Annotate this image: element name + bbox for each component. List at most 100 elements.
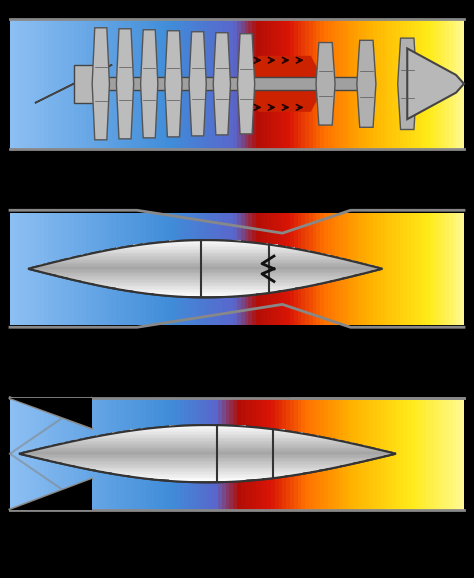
Bar <box>381 213 384 325</box>
Bar <box>453 213 456 325</box>
Bar <box>245 213 248 325</box>
Bar <box>34 269 377 270</box>
Bar <box>96 469 319 471</box>
Bar <box>267 398 271 510</box>
Bar <box>120 398 124 510</box>
Bar <box>210 19 214 149</box>
Bar <box>456 213 460 325</box>
Bar <box>184 213 188 325</box>
Bar <box>184 19 188 149</box>
Bar <box>155 293 256 295</box>
Bar <box>430 213 434 325</box>
Bar <box>131 19 135 149</box>
Bar <box>33 398 36 510</box>
Bar <box>130 475 285 477</box>
Bar <box>256 398 260 510</box>
Bar <box>116 247 295 249</box>
Bar <box>388 213 392 325</box>
Bar <box>63 259 348 260</box>
Bar <box>248 398 252 510</box>
Bar <box>320 398 324 510</box>
Bar <box>101 77 364 90</box>
Bar <box>37 457 378 458</box>
Bar <box>154 478 262 480</box>
Bar <box>34 266 377 268</box>
Bar <box>180 213 184 325</box>
Bar <box>138 398 142 510</box>
Bar <box>31 455 384 457</box>
Bar <box>90 213 93 325</box>
Bar <box>377 213 381 325</box>
Bar <box>460 213 464 325</box>
Bar <box>73 65 101 103</box>
Bar <box>354 398 358 510</box>
Bar <box>124 289 287 290</box>
Polygon shape <box>141 30 158 138</box>
Bar <box>67 213 71 325</box>
Bar <box>63 19 67 149</box>
Bar <box>199 213 203 325</box>
Bar <box>298 19 301 149</box>
Bar <box>165 398 169 510</box>
Bar <box>165 19 169 149</box>
Bar <box>161 213 165 325</box>
Bar <box>78 398 82 510</box>
Bar <box>403 398 407 510</box>
Bar <box>55 461 359 462</box>
Bar <box>133 244 278 246</box>
Bar <box>407 213 411 325</box>
Bar <box>422 19 426 149</box>
Bar <box>214 213 218 325</box>
Bar <box>33 213 36 325</box>
Bar <box>271 398 275 510</box>
Bar <box>131 398 135 510</box>
Bar <box>180 398 184 510</box>
Bar <box>229 398 233 510</box>
Polygon shape <box>117 29 134 139</box>
Bar <box>161 398 165 510</box>
Bar <box>248 213 252 325</box>
Bar <box>133 290 278 292</box>
Polygon shape <box>92 28 109 140</box>
Bar <box>97 19 101 149</box>
Bar <box>45 263 365 265</box>
Bar <box>138 19 142 149</box>
Bar <box>419 213 422 325</box>
Bar <box>131 213 135 325</box>
Bar <box>384 213 388 325</box>
Bar <box>100 284 310 286</box>
Bar <box>267 213 271 325</box>
Bar <box>19 453 396 454</box>
Bar <box>456 398 460 510</box>
Polygon shape <box>19 425 396 482</box>
Polygon shape <box>316 43 335 125</box>
Bar <box>392 398 396 510</box>
Bar <box>161 19 165 149</box>
Bar <box>396 19 400 149</box>
Bar <box>365 213 369 325</box>
Bar <box>101 213 105 325</box>
Bar <box>93 213 97 325</box>
Bar <box>146 213 150 325</box>
Bar <box>407 19 411 149</box>
Bar <box>229 19 233 149</box>
Bar <box>154 427 262 428</box>
Bar <box>63 276 348 277</box>
Bar <box>362 398 365 510</box>
Bar <box>400 19 403 149</box>
Bar <box>128 398 131 510</box>
Bar <box>346 398 350 510</box>
Bar <box>358 19 362 149</box>
Bar <box>48 213 52 325</box>
Bar <box>86 398 90 510</box>
Bar <box>52 398 55 510</box>
Bar <box>25 213 29 325</box>
Bar <box>135 19 138 149</box>
Bar <box>104 471 311 472</box>
Bar <box>434 213 438 325</box>
Bar <box>120 19 124 149</box>
Bar <box>388 398 392 510</box>
Bar <box>290 213 294 325</box>
Bar <box>142 213 146 325</box>
Bar <box>40 398 44 510</box>
